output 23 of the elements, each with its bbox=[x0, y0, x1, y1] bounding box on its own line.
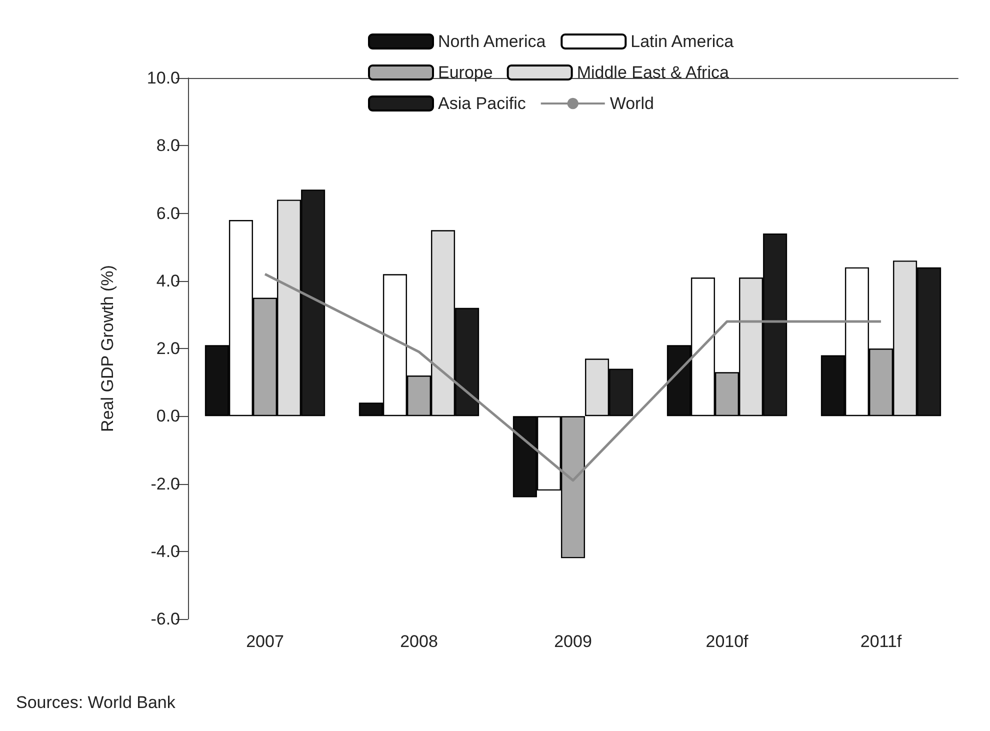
y-tick-label: -4.0 bbox=[150, 542, 180, 561]
y-tick-label: 8.0 bbox=[156, 136, 180, 156]
y-axis-title: Real GDP Growth (%) bbox=[98, 265, 117, 432]
x-tick-label: 2011f bbox=[860, 632, 902, 651]
y-tick-label: 4.0 bbox=[156, 271, 180, 290]
y-tick-label: 0.0 bbox=[156, 406, 180, 426]
legend-label: Middle East & Africa bbox=[576, 63, 730, 82]
y-tick-label: -2.0 bbox=[150, 474, 180, 494]
legend-label: Asia Pacific bbox=[438, 94, 526, 113]
x-tick-label: 2008 bbox=[400, 632, 438, 651]
legend-label: North America bbox=[438, 32, 546, 51]
x-tick-label: 2007 bbox=[246, 632, 284, 651]
x-tick-label: 2010f bbox=[706, 632, 749, 651]
y-tick-label: 2.0 bbox=[156, 339, 180, 358]
legend-label: World bbox=[610, 94, 654, 113]
y-tick-label: 6.0 bbox=[156, 204, 180, 223]
legend-label: Europe bbox=[438, 63, 493, 82]
y-tick-label: 10.0 bbox=[146, 68, 180, 88]
x-tick-label: 2009 bbox=[554, 632, 592, 651]
y-tick-label: -6.0 bbox=[150, 610, 180, 628]
legend-label: Latin America bbox=[630, 32, 734, 51]
source-note: Sources: World Bank bbox=[16, 693, 176, 712]
line-series bbox=[264, 272, 882, 482]
